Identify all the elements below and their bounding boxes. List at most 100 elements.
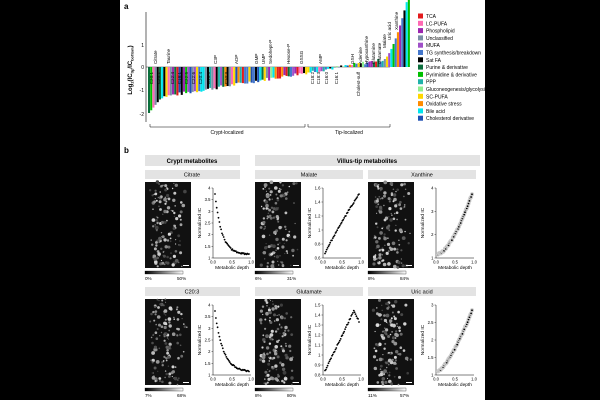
bar-label: C22:4 [170, 72, 175, 85]
ytick-label: 1.1 [315, 343, 321, 348]
texture-dot [168, 342, 172, 346]
bar [209, 67, 212, 88]
texture-dot [382, 354, 384, 356]
texture-dot [381, 309, 383, 312]
texture-dot [161, 235, 165, 239]
texture-dot [274, 364, 278, 368]
texture-dot [381, 383, 385, 386]
texture-dot [175, 243, 177, 245]
texture-dot [166, 337, 169, 339]
texture-dot [167, 355, 171, 359]
texture-dot [387, 358, 392, 363]
texture-dot [170, 252, 172, 254]
texture-dot [270, 329, 274, 333]
texture-dot [383, 347, 386, 350]
texture-dot [374, 254, 377, 256]
texture-dot [290, 264, 292, 267]
texture-dot [392, 217, 396, 221]
bar [390, 48, 393, 67]
texture-dot [151, 341, 154, 345]
texture-dot [164, 342, 168, 345]
texture-dot [154, 380, 157, 383]
texture-dot [268, 187, 271, 190]
texture-dot [173, 182, 175, 184]
data-point [352, 309, 355, 312]
texture-dot [375, 222, 378, 225]
bar [206, 67, 210, 89]
texture-dot [391, 340, 395, 344]
texture-dot [152, 372, 154, 374]
data-point [216, 211, 219, 214]
texture-dot [163, 238, 167, 242]
texture-dot [157, 217, 159, 219]
texture-dot [164, 318, 167, 321]
texture-dot [177, 310, 181, 314]
bar [320, 67, 323, 72]
texture-dot [159, 191, 161, 193]
texture-dot [160, 247, 163, 250]
texture-dot [274, 352, 278, 356]
texture-dot [268, 360, 270, 362]
texture-dot [154, 224, 156, 226]
texture-dot [380, 335, 384, 338]
texture-dot [156, 221, 159, 225]
bar-label: Malate [382, 34, 387, 48]
texture-dot [173, 211, 176, 215]
texture-dot [260, 205, 263, 208]
bar [355, 63, 358, 67]
bar-label: Adenine [358, 47, 363, 64]
texture-dot [164, 245, 168, 249]
texture-dot [384, 380, 388, 384]
texture-dot [183, 189, 187, 194]
subpanel-title-bar [145, 170, 240, 179]
texture-dot [171, 187, 174, 190]
data-point [223, 352, 226, 355]
texture-dot [396, 325, 398, 327]
texture-dot [265, 243, 267, 245]
bar [279, 67, 282, 79]
texture-dot [259, 309, 263, 313]
texture-dot [175, 217, 179, 221]
bar-label: C20:3 [224, 72, 229, 85]
data-point [217, 216, 220, 219]
texture-dot [262, 251, 267, 255]
scale-bar [406, 382, 412, 383]
texture-dot [393, 355, 397, 359]
texture-dot [158, 200, 162, 204]
bar [335, 66, 338, 67]
data-point [228, 361, 231, 363]
texture-dot [403, 182, 406, 186]
texture-dot [174, 205, 177, 207]
data-point [235, 250, 237, 253]
texture-dot [157, 370, 159, 372]
colorbar-min: 0% [145, 276, 152, 281]
texture-dot [386, 377, 389, 380]
texture-dot [264, 258, 266, 260]
bar [307, 67, 310, 73]
ytick-label: 1.2 [315, 214, 321, 219]
legend-item: Oxidative stress [418, 101, 462, 108]
texture-dot [381, 377, 386, 381]
texture-dot [290, 376, 294, 380]
bar [366, 62, 369, 67]
bar-label: Glutamine [371, 43, 376, 64]
data-point [229, 247, 232, 249]
texture-dot [173, 191, 177, 195]
ytick-label: 1 [431, 373, 434, 378]
texture-dot [393, 375, 396, 378]
data-point [328, 243, 331, 246]
texture-dot [166, 351, 169, 355]
bar [189, 67, 192, 94]
texture-dot [383, 204, 385, 207]
texture-dot [380, 318, 383, 321]
texture-dot [378, 298, 381, 302]
svg-text:Log2(ICtip/ICbottom): Log2(ICtip/ICbottom) [128, 45, 135, 94]
texture-dot [174, 366, 177, 368]
texture-dot [378, 253, 382, 257]
texture-dot [378, 342, 382, 347]
bar [287, 67, 290, 77]
bar [348, 64, 351, 67]
texture-dot [397, 353, 400, 355]
ytick-label: 1.4 [315, 313, 321, 318]
texture-dot [261, 354, 265, 358]
